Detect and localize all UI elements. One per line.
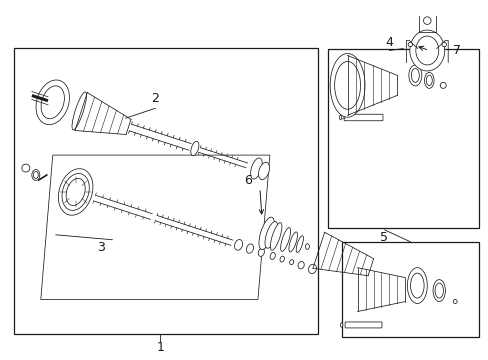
Ellipse shape	[250, 158, 262, 179]
Ellipse shape	[258, 248, 264, 256]
Ellipse shape	[280, 228, 290, 251]
Ellipse shape	[33, 171, 38, 179]
FancyBboxPatch shape	[345, 322, 381, 328]
Bar	[341, 242, 478, 337]
Ellipse shape	[58, 168, 93, 215]
Ellipse shape	[415, 36, 438, 65]
Ellipse shape	[305, 244, 309, 249]
Ellipse shape	[32, 170, 40, 180]
Ellipse shape	[234, 239, 242, 250]
Ellipse shape	[432, 280, 445, 302]
Bar	[327, 49, 478, 228]
Polygon shape	[418, 15, 435, 32]
Ellipse shape	[289, 260, 293, 265]
Ellipse shape	[410, 68, 419, 82]
Ellipse shape	[270, 222, 281, 250]
Ellipse shape	[308, 264, 316, 274]
Ellipse shape	[269, 252, 275, 260]
Text: 5: 5	[380, 231, 387, 244]
Polygon shape	[435, 41, 447, 62]
Ellipse shape	[246, 244, 253, 253]
Ellipse shape	[62, 174, 89, 210]
Bar	[14, 48, 317, 334]
Ellipse shape	[434, 283, 443, 298]
Ellipse shape	[408, 65, 421, 86]
Ellipse shape	[407, 268, 427, 303]
Ellipse shape	[264, 221, 277, 248]
Ellipse shape	[296, 236, 303, 252]
Ellipse shape	[407, 42, 412, 47]
Ellipse shape	[297, 261, 304, 269]
FancyBboxPatch shape	[344, 114, 382, 121]
Text: 7: 7	[452, 44, 460, 57]
Ellipse shape	[329, 54, 364, 117]
Ellipse shape	[340, 323, 342, 327]
Ellipse shape	[288, 232, 297, 252]
Text: 6: 6	[244, 174, 251, 186]
Ellipse shape	[439, 82, 446, 88]
Ellipse shape	[258, 162, 269, 180]
Ellipse shape	[423, 17, 430, 24]
Ellipse shape	[259, 217, 274, 249]
Ellipse shape	[190, 141, 199, 156]
Ellipse shape	[36, 80, 69, 125]
Polygon shape	[406, 41, 418, 62]
Ellipse shape	[334, 62, 360, 109]
Ellipse shape	[22, 164, 30, 172]
Ellipse shape	[280, 256, 284, 262]
Ellipse shape	[441, 42, 446, 47]
Text: 1: 1	[156, 341, 164, 354]
Ellipse shape	[66, 179, 85, 206]
Ellipse shape	[424, 72, 433, 88]
Ellipse shape	[41, 86, 64, 119]
Text: 2: 2	[151, 92, 159, 105]
Ellipse shape	[409, 30, 444, 71]
Ellipse shape	[72, 92, 86, 130]
Text: 4: 4	[385, 36, 392, 49]
Ellipse shape	[339, 115, 341, 120]
Ellipse shape	[410, 273, 423, 298]
Text: 3: 3	[97, 241, 104, 254]
Ellipse shape	[426, 75, 431, 86]
Ellipse shape	[452, 300, 456, 303]
